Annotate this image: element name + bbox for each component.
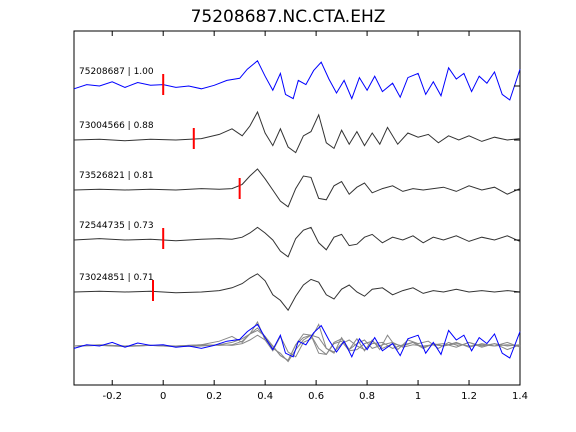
plot-area — [73, 30, 521, 386]
x-tick-label: 1.4 — [512, 391, 528, 402]
trace-5: 73024851 | 0.71 — [73, 273, 521, 312]
trace-1: 75208687 | 1.00 — [73, 60, 521, 101]
trace-label: 73024851 | 0.71 — [79, 273, 154, 283]
x-tick-label: 0 — [160, 391, 166, 402]
trace-2: 73004566 | 0.88 — [73, 110, 521, 154]
trace-label: 73004566 | 0.88 — [79, 121, 154, 131]
x-tick-label: 0.4 — [257, 391, 273, 402]
trace-label: 73526821 | 0.81 — [79, 171, 154, 181]
x-axis: -0.2 0 0.2 0.4 0.6 0.8 1 1.2 1.4 — [102, 31, 528, 402]
x-tick-label: 0.2 — [206, 391, 222, 402]
x-tick-label: 0.8 — [359, 391, 375, 402]
trace-line — [73, 273, 521, 312]
trace-line — [73, 226, 521, 258]
trace-3: 73526821 | 0.81 — [73, 168, 521, 208]
x-tick-label: 1.2 — [461, 391, 477, 402]
x-tick-label: -0.2 — [102, 391, 122, 402]
overlay-trace-5 — [73, 329, 521, 363]
overlay-trace-2 — [73, 320, 521, 358]
traces-layer: 75208687 | 1.00 73004566 | 0.88 73526821 |… — [73, 60, 521, 312]
x-tick-label: 1 — [415, 391, 421, 402]
trace-line — [73, 110, 521, 154]
trace-label: 75208687 | 1.00 — [79, 67, 154, 77]
trace-line — [73, 60, 521, 101]
trace-4: 72544735 | 0.73 — [73, 221, 521, 258]
trace-line — [73, 168, 521, 208]
overlay-layer — [73, 320, 521, 363]
overlay-trace-reference — [73, 323, 521, 359]
x-tick-label: 0.6 — [308, 391, 324, 402]
chart-title: 75208687.NC.CTA.EHZ — [191, 7, 386, 27]
trace-label: 72544735 | 0.73 — [79, 221, 154, 231]
